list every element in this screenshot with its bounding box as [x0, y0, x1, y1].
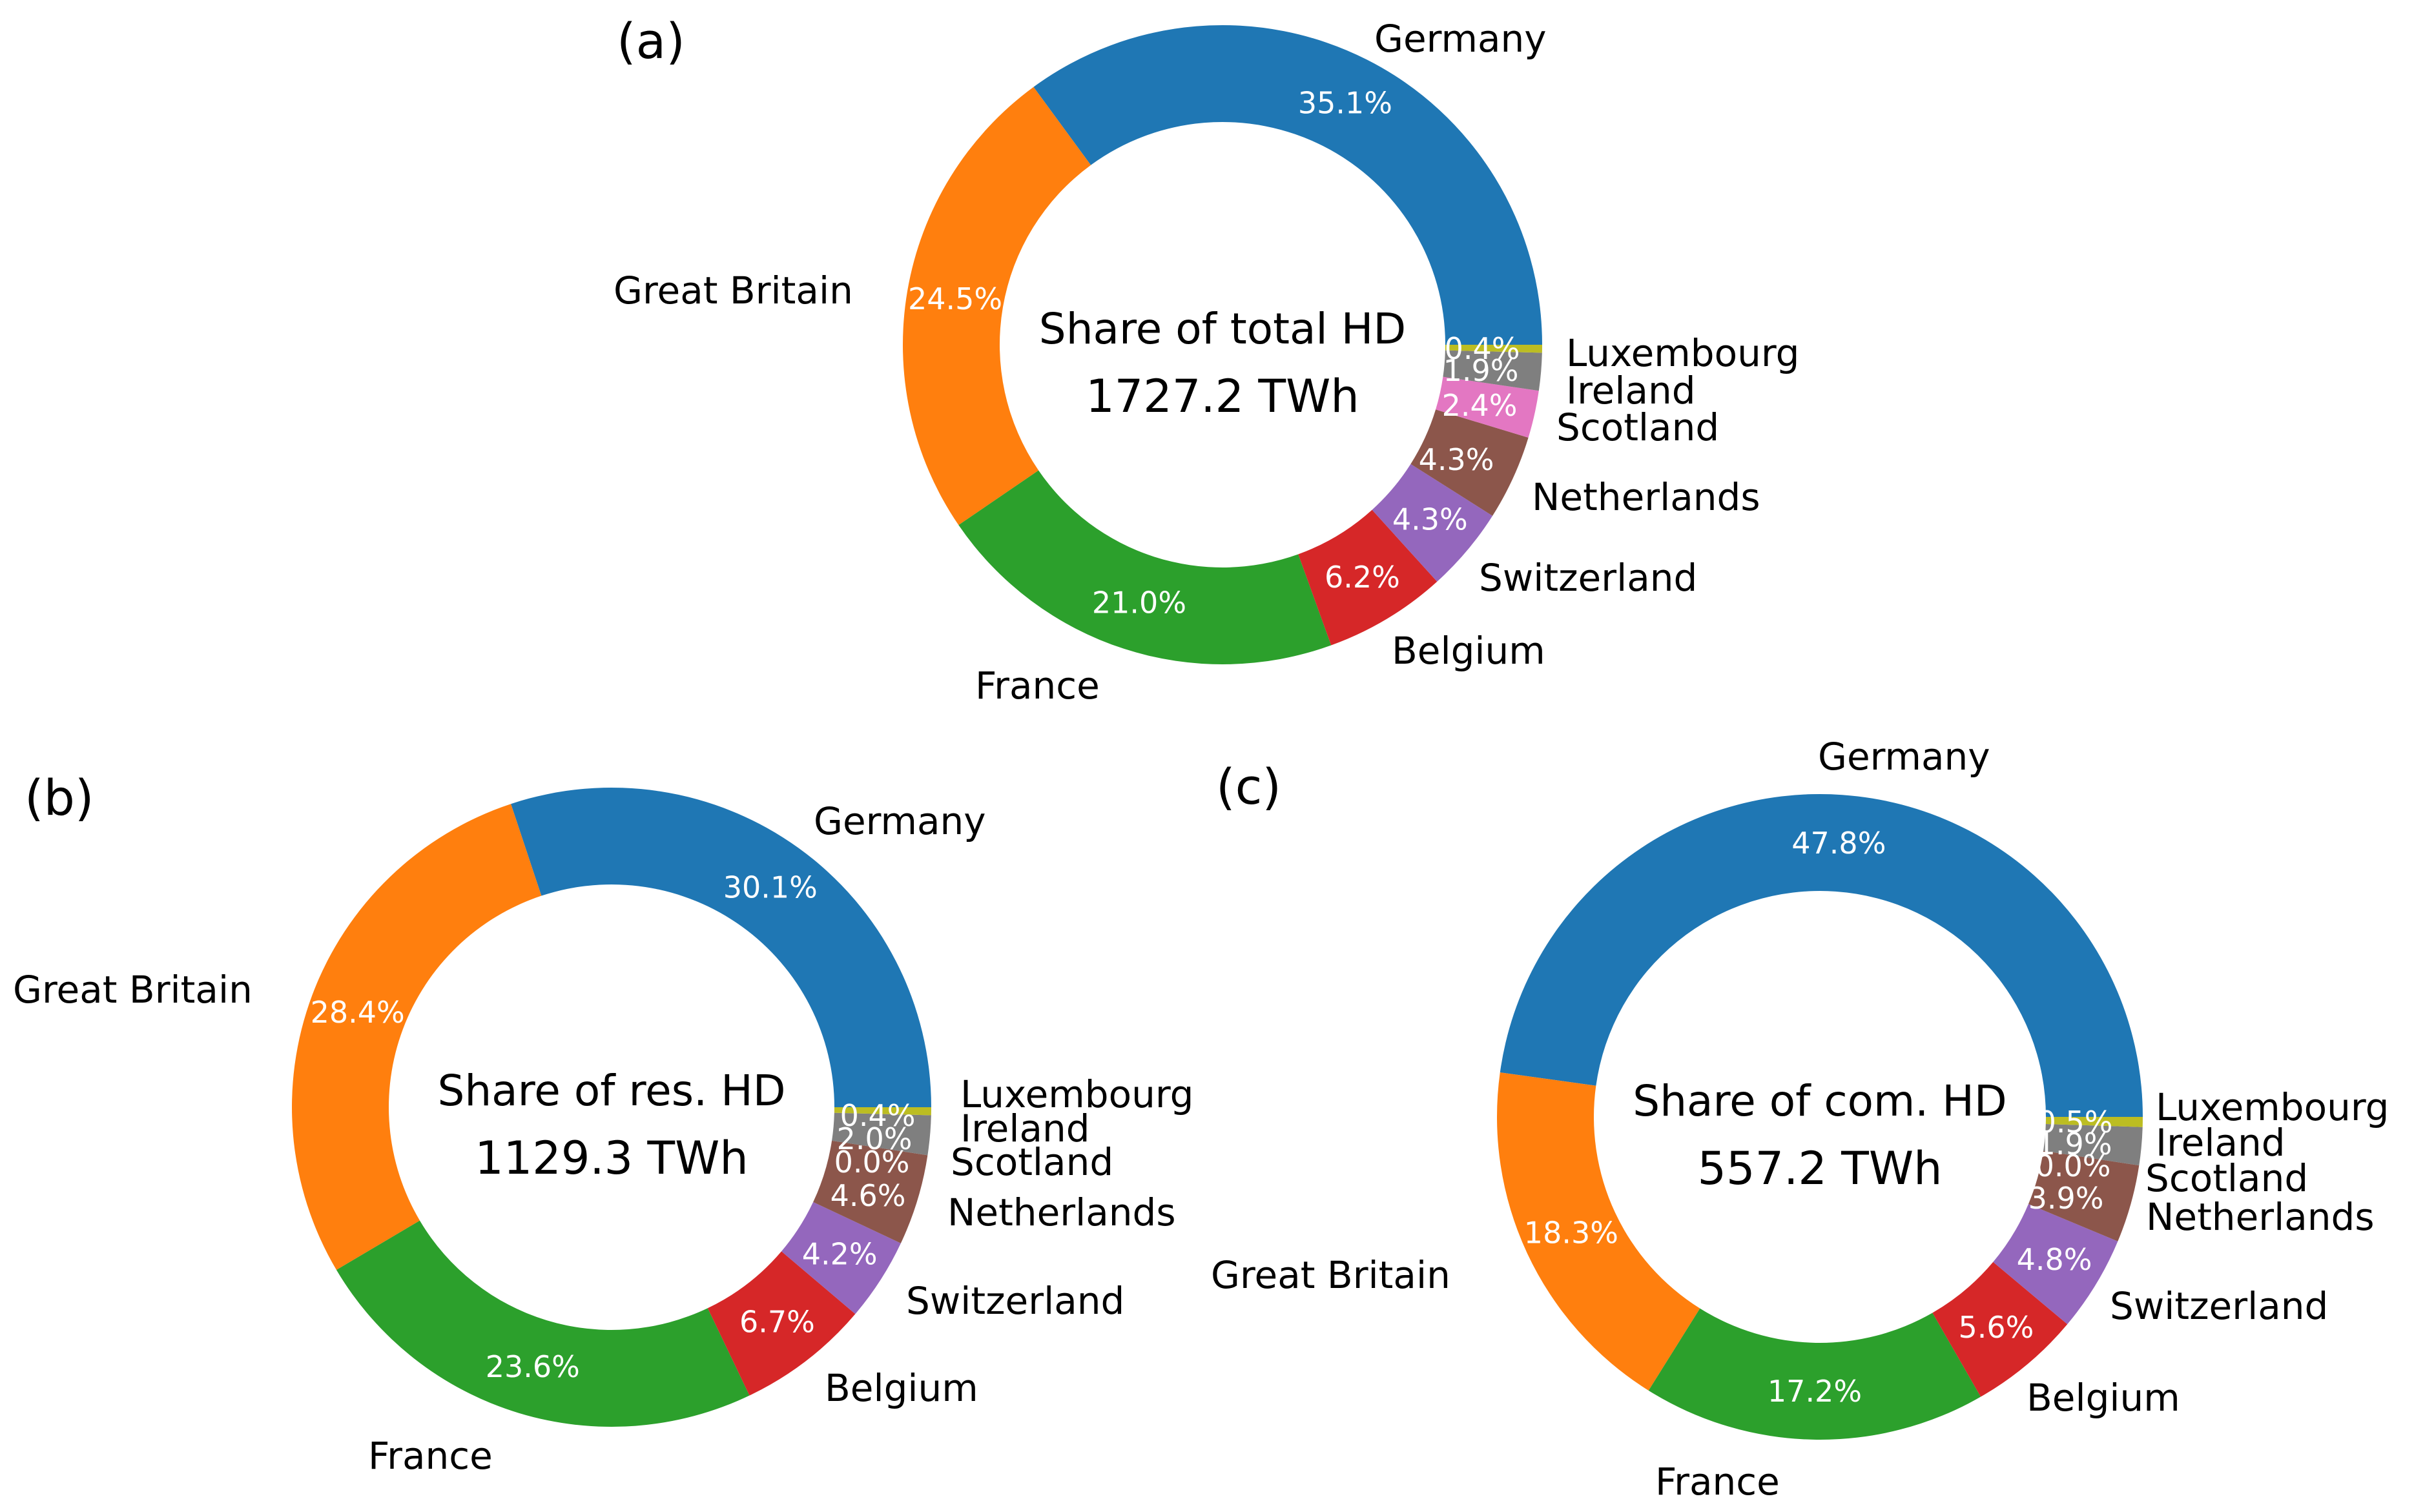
pct-label-belgium-a: 6.2%: [1325, 560, 1400, 595]
category-label-switzerland-b: Switzerland: [906, 1279, 1124, 1323]
slice-great-britain-b: [291, 804, 542, 1270]
donut-b: [291, 788, 931, 1427]
slice-belgium-a: [1298, 509, 1438, 646]
category-label-ireland-b: Ireland: [960, 1107, 1090, 1150]
category-label-great-britain-a: Great Britain: [614, 269, 853, 312]
pct-label-belgium-c: 5.6%: [1959, 1310, 2034, 1345]
slice-luxembourg-b: [834, 1107, 931, 1116]
pct-label-ireland-c: 1.9%: [2037, 1127, 2112, 1161]
pct-label-belgium-b: 6.7%: [739, 1305, 815, 1340]
category-label-netherlands-c: Netherlands: [2146, 1195, 2375, 1239]
slice-luxembourg-c: [2045, 1117, 2143, 1127]
category-label-france-a: France: [975, 664, 1100, 708]
category-label-luxembourg-a: Luxembourg: [1566, 331, 1799, 375]
category-label-belgium-b: Belgium: [825, 1366, 978, 1410]
center-title-a: Share of total HD: [1039, 304, 1406, 354]
category-label-great-britain-c: Great Britain: [1211, 1253, 1450, 1297]
pct-label-luxembourg-c: 0.5%: [2037, 1105, 2113, 1139]
panel-b: (b) Share of res. HD 1129.3 TWh 30.1% Ger…: [13, 769, 1193, 1478]
category-label-luxembourg-c: Luxembourg: [2156, 1085, 2389, 1129]
center-title-c: Share of com. HD: [1633, 1076, 2007, 1126]
panel-label-b: (b): [25, 769, 94, 826]
center-title-b: Share of res. HD: [437, 1066, 785, 1116]
slice-netherlands-a: [1410, 409, 1529, 516]
pct-label-netherlands-a: 4.3%: [1419, 442, 1494, 477]
category-label-belgium-c: Belgium: [2027, 1376, 2180, 1420]
slice-great-britain-a: [903, 87, 1091, 526]
pct-label-germany-c: 47.8%: [1791, 826, 1886, 861]
slice-scotland-a: [1436, 376, 1539, 438]
slice-switzerland-a: [1372, 464, 1493, 582]
pct-label-france-b: 23.6%: [486, 1349, 580, 1384]
pct-label-switzerland-c: 4.8%: [2017, 1242, 2092, 1277]
pct-label-scotland-a: 2.4%: [1442, 388, 1518, 423]
pct-label-switzerland-b: 4.2%: [802, 1236, 878, 1271]
pct-label-france-a: 21.0%: [1092, 586, 1186, 620]
slice-netherlands-b: [813, 1140, 928, 1243]
pct-label-ireland-b: 2.0%: [837, 1121, 913, 1156]
panel-label-c: (c): [1216, 758, 1281, 815]
slice-netherlands-c: [2028, 1150, 2140, 1241]
pct-label-great-britain-a: 24.5%: [908, 281, 1002, 316]
category-label-great-britain-b: Great Britain: [13, 968, 253, 1012]
category-label-ireland-c: Ireland: [2156, 1121, 2285, 1165]
category-label-germany-b: Germany: [814, 799, 986, 843]
pct-label-france-c: 17.2%: [1768, 1374, 1862, 1409]
category-label-scotland-c: Scotland: [2145, 1156, 2308, 1200]
donut-c: [1497, 794, 2143, 1440]
slice-ireland-b: [832, 1112, 931, 1156]
slice-belgium-b: [707, 1251, 856, 1396]
pct-label-scotland-c: 0.0%: [2036, 1149, 2111, 1183]
donut-a: [903, 25, 1542, 664]
category-label-ireland-a: Ireland: [1566, 369, 1696, 413]
category-label-france-b: France: [368, 1434, 493, 1478]
slice-great-britain-c: [1497, 1072, 1700, 1391]
slice-ireland-c: [2043, 1123, 2143, 1166]
pct-label-ireland-a: 1.9%: [1443, 353, 1519, 388]
pct-label-luxembourg-a: 0.4%: [1445, 331, 1520, 366]
pct-label-netherlands-c: 3.9%: [2028, 1181, 2104, 1216]
slice-germany-c: [1500, 794, 2143, 1117]
center-value-b: 1129.3 TWh: [475, 1132, 748, 1185]
slice-france-a: [958, 470, 1332, 664]
center-value-a: 1727.2 TWh: [1086, 370, 1359, 423]
pct-label-great-britain-c: 18.3%: [1524, 1216, 1618, 1251]
category-label-germany-c: Germany: [1818, 735, 1990, 779]
slice-germany-a: [1033, 25, 1542, 345]
slice-belgium-c: [1932, 1262, 2068, 1397]
slice-germany-b: [511, 788, 931, 1107]
pct-label-luxembourg-b: 0.4%: [840, 1098, 916, 1133]
category-label-netherlands-a: Netherlands: [1532, 475, 1760, 519]
category-label-belgium-a: Belgium: [1392, 629, 1545, 673]
category-label-switzerland-c: Switzerland: [2110, 1284, 2328, 1328]
pct-label-germany-a: 35.1%: [1298, 85, 1392, 120]
pct-label-switzerland-a: 4.3%: [1392, 502, 1468, 537]
slice-switzerland-b: [781, 1201, 901, 1314]
panel-label-a: (a): [617, 12, 685, 70]
center-value-c: 557.2 TWh: [1698, 1142, 1943, 1195]
pct-label-scotland-b: 0.0%: [834, 1145, 910, 1180]
panel-c: (c) Share of com. HD 557.2 TWh 47.8% Germ…: [1211, 735, 2389, 1504]
slice-switzerland-c: [1993, 1203, 2118, 1325]
category-label-france-c: France: [1655, 1460, 1780, 1504]
category-label-scotland-b: Scotland: [951, 1140, 1113, 1184]
slice-ireland-a: [1443, 350, 1542, 391]
category-label-germany-a: Germany: [1374, 17, 1547, 61]
pct-label-great-britain-b: 28.4%: [311, 995, 405, 1030]
category-label-scotland-a: Scotland: [1556, 405, 1719, 449]
slice-luxembourg-a: [1445, 345, 1542, 353]
category-label-luxembourg-b: Luxembourg: [960, 1072, 1193, 1116]
slice-france-c: [1648, 1308, 1981, 1440]
slice-france-b: [336, 1220, 750, 1427]
pct-label-netherlands-b: 4.6%: [830, 1178, 906, 1213]
category-label-netherlands-b: Netherlands: [947, 1190, 1176, 1234]
category-label-switzerland-a: Switzerland: [1479, 556, 1697, 600]
pct-label-germany-b: 30.1%: [723, 870, 818, 904]
panel-a: (a) Share of total HD 1727.2 TWh 35.1% Ge…: [614, 12, 1799, 708]
